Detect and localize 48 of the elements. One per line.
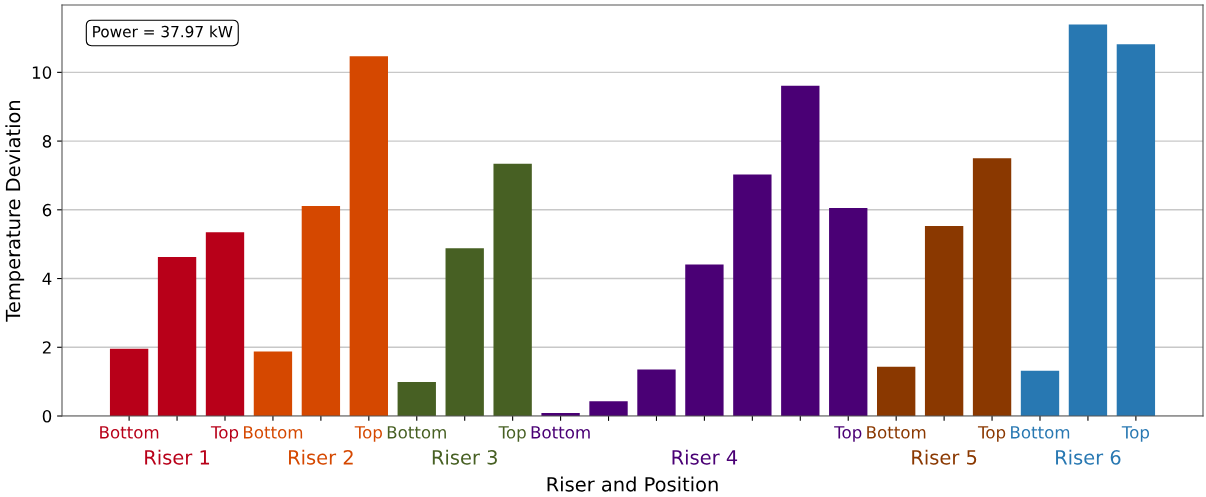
y-tick-label: 10 — [32, 66, 52, 79]
series-label: Riser 1 — [145, 449, 210, 465]
bar — [1020, 370, 1060, 416]
x-tick-label: Bottom — [1011, 426, 1070, 439]
x-tick-label: Top — [1121, 426, 1150, 442]
x-tick-label: Bottom — [387, 426, 446, 439]
bar — [445, 248, 484, 416]
bar — [637, 369, 676, 416]
x-tick-label: Bottom — [531, 426, 590, 439]
bar — [253, 351, 293, 416]
bar — [493, 163, 532, 416]
x-tick-label: Top — [498, 426, 526, 442]
x-tick-label: Bottom — [100, 426, 159, 439]
series-label: Riser 3 — [432, 449, 497, 465]
bar — [1068, 24, 1108, 416]
x-axis-title: Riser and Position — [547, 476, 718, 492]
x-tick-label: Top — [834, 426, 862, 442]
y-tick-label: 8 — [42, 135, 52, 148]
series-label: Riser 5 — [912, 449, 977, 465]
bar — [733, 174, 772, 416]
bar — [157, 256, 197, 416]
bar — [397, 381, 436, 416]
series-label: Riser 4 — [672, 449, 738, 465]
bar — [972, 158, 1012, 416]
x-tick-label: Bottom — [867, 426, 926, 439]
bar — [877, 366, 916, 416]
series-label: Riser 6 — [1056, 449, 1121, 465]
y-tick-label: 2 — [42, 341, 51, 354]
y-tick-label: 4 — [42, 272, 52, 285]
x-tick-label: Bottom — [244, 426, 303, 439]
x-tick-label: Top — [977, 426, 1006, 442]
x-tick-label: Top — [354, 426, 382, 442]
bar — [781, 85, 820, 416]
y-tick-label: 0 — [42, 409, 52, 423]
annotation: Power = 37.97 kW — [93, 25, 233, 38]
x-tick-label: Top — [210, 426, 239, 442]
bar — [685, 264, 724, 416]
bar — [109, 348, 149, 416]
bar — [349, 56, 388, 416]
y-axis-title: Temperature Deviation — [5, 100, 25, 322]
bar — [301, 206, 341, 416]
bar — [924, 225, 964, 416]
series-label: Riser 2 — [289, 449, 353, 465]
bar — [589, 401, 628, 416]
bar — [205, 232, 245, 416]
bar — [829, 208, 868, 416]
bar — [1116, 44, 1156, 416]
y-tick-label: 6 — [42, 203, 52, 217]
